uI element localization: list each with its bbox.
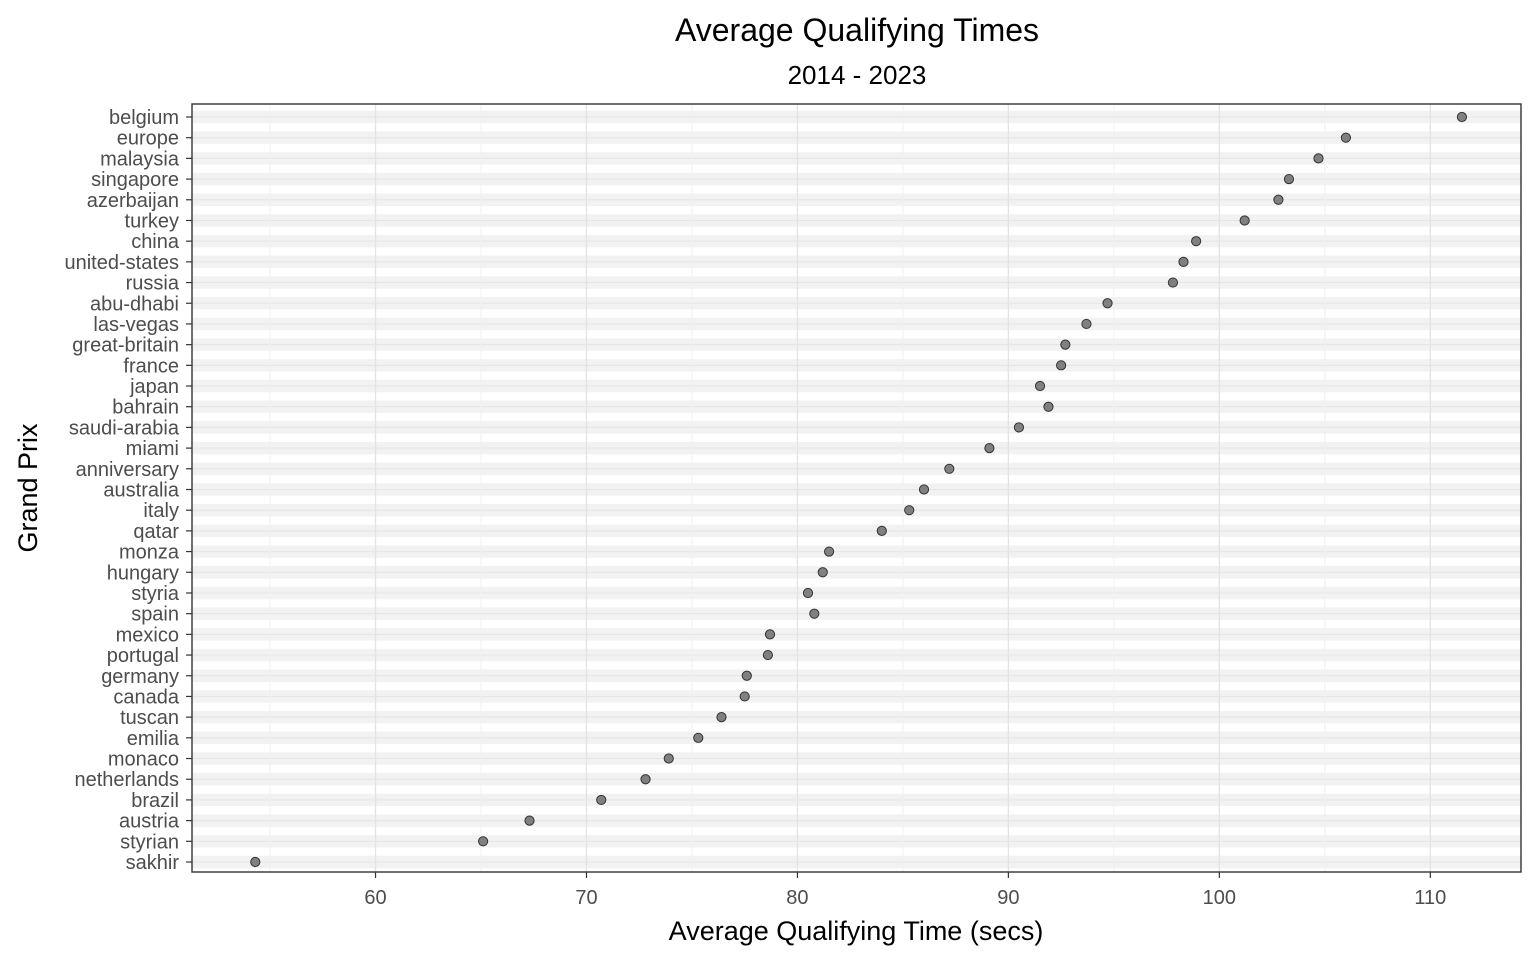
y-tick-label: tuscan: [120, 707, 179, 729]
data-point: [1043, 401, 1054, 412]
data-point: [802, 587, 814, 599]
y-tick-label: portugal: [107, 645, 179, 667]
y-tick-label: monza: [119, 542, 180, 564]
gridlines: [192, 104, 1521, 872]
y-tick-label: italy: [143, 500, 179, 522]
y-axis-title: Grand Prix: [13, 423, 43, 553]
y-tick-label: miami: [126, 438, 179, 460]
data-point: [1013, 422, 1025, 433]
x-axis: 60 70 80 90 100 110: [364, 872, 1446, 909]
data-point: [1239, 215, 1250, 226]
data-point: [1034, 380, 1046, 392]
data-point: [1178, 256, 1189, 267]
data-point: [944, 463, 955, 474]
y-tick-label: malaysia: [100, 148, 180, 170]
panel-border: [191, 103, 1522, 873]
data-point: [876, 525, 887, 536]
y-tick-label: bahrain: [112, 397, 179, 419]
data-point: [904, 505, 915, 516]
y-tick-label: belgium: [109, 107, 179, 129]
x-tick-label: 100: [1203, 887, 1236, 909]
data-point: [250, 856, 261, 868]
data-point: [762, 649, 774, 661]
y-tick-label: spain: [131, 604, 179, 626]
y-tick-label: germany: [101, 666, 179, 688]
data-point: [1102, 298, 1113, 309]
data-point: [1456, 111, 1468, 123]
y-tick-label: austria: [119, 811, 180, 833]
y-tick-label: styrian: [120, 831, 179, 853]
y-tick-label: qatar: [133, 521, 179, 543]
data-point: [716, 712, 727, 723]
data-point: [663, 753, 674, 764]
x-tick-label: 60: [364, 887, 386, 909]
y-tick-label: hungary: [107, 562, 179, 584]
data-point: [1283, 173, 1295, 185]
data-point: [764, 629, 776, 640]
y-tick-label: singapore: [91, 169, 179, 191]
y-tick-label: europe: [117, 128, 179, 150]
data-point: [1167, 277, 1179, 288]
y-tick-label: united-states: [64, 252, 179, 274]
y-tick-label: anniversary: [76, 459, 179, 481]
data-point: [640, 774, 651, 785]
y-tick-label: netherlands: [74, 769, 179, 791]
data-point: [1191, 236, 1202, 247]
data-point: [739, 691, 750, 702]
data-point: [1056, 360, 1067, 371]
y-axis: belgiumeuropemalaysiasingaporeazerbaijan…: [64, 107, 192, 874]
y-tick-label: abu-dhabi: [90, 293, 179, 315]
y-tick-label: azerbaijan: [87, 190, 179, 212]
y-tick-label: china: [131, 231, 180, 253]
y-tick-label: monaco: [108, 749, 179, 771]
y-tick-label: france: [123, 355, 179, 377]
data-point: [596, 794, 607, 806]
data-point: [809, 608, 820, 619]
x-axis-title: Average Qualifying Time (secs): [669, 916, 1044, 946]
data-point: [823, 546, 835, 557]
data-point: [741, 670, 752, 681]
data-point: [984, 443, 995, 454]
data-points: [250, 111, 1468, 868]
y-tick-label: mexico: [116, 624, 179, 646]
data-point: [1313, 153, 1324, 164]
data-point: [1273, 194, 1284, 205]
chart-subtitle: 2014 - 2023: [788, 60, 927, 90]
x-tick-label: 70: [575, 887, 597, 909]
y-tick-label: great-britain: [72, 335, 179, 357]
y-tick-label: styria: [131, 583, 180, 605]
data-point: [693, 732, 704, 743]
x-tick-label: 90: [997, 887, 1019, 909]
y-tick-label: russia: [126, 273, 180, 295]
y-tick-label: turkey: [125, 210, 179, 232]
y-tick-label: japan: [129, 376, 179, 398]
data-point: [1340, 132, 1352, 143]
y-tick-label: canada: [113, 686, 179, 708]
data-point: [524, 815, 535, 826]
y-tick-label: saudi-arabia: [69, 417, 180, 439]
y-tick-label: las-vegas: [93, 314, 179, 336]
data-point: [1081, 318, 1092, 330]
plot-area: [191, 103, 1522, 873]
y-tick-label: brazil: [131, 790, 179, 812]
data-point: [1060, 339, 1071, 350]
chart-title: Average Qualifying Times: [675, 12, 1039, 48]
y-tick-label: australia: [103, 480, 179, 502]
data-point: [817, 567, 828, 578]
data-point: [918, 484, 930, 495]
y-tick-label: sakhir: [126, 852, 180, 874]
data-point: [478, 836, 489, 847]
x-tick-label: 80: [786, 887, 808, 909]
y-tick-label: emilia: [127, 728, 180, 750]
x-tick-label: 110: [1414, 887, 1446, 909]
